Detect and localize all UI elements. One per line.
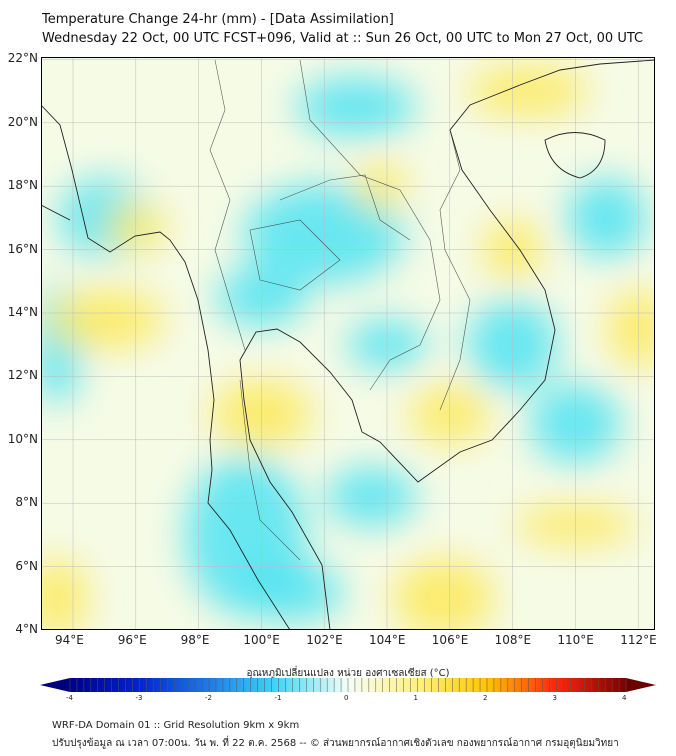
- temperature-anomaly-blob: [566, 177, 647, 258]
- colorbar-tick-label: -1: [274, 694, 282, 702]
- longitude-label: 108°E: [494, 633, 532, 647]
- latitude-label: 10°N: [7, 431, 38, 446]
- temperature-field: [41, 66, 655, 630]
- temperature-anomaly-blob: [393, 558, 494, 630]
- latitude-label: 6°N: [15, 558, 38, 573]
- longitude-label: 102°E: [306, 633, 343, 647]
- temperature-change-map: [41, 57, 655, 630]
- temperature-anomaly-blob: [468, 66, 589, 117]
- colorbar-tick-label: -2: [205, 694, 212, 702]
- colorbar-tick-label: -3: [135, 694, 143, 702]
- colorbar-label: อุณหภูมิเปลี่ยนแปลง หน่วย องศาเซลเซียส (…: [246, 668, 450, 679]
- map-frame: [41, 57, 655, 630]
- longitude-label: 104°E: [369, 633, 406, 647]
- colorbar-tick-label: 0: [344, 694, 349, 702]
- longitude-label: 100°E: [243, 633, 280, 647]
- colorbar-tick-label: 3: [552, 694, 557, 702]
- figure-subtitle: Wednesday 22 Oct, 00 UTC FCST+096, Valid…: [42, 31, 644, 46]
- longitude-label: 112°E: [620, 633, 657, 647]
- hainan-island: [544, 132, 606, 179]
- footer-credits: ปรับปรุงข้อมูล ณ เวลา 07:00น. วัน พ. ที่…: [52, 738, 619, 749]
- temperature-anomaly-blob: [41, 558, 88, 630]
- temperature-anomaly-blob: [242, 561, 343, 622]
- graticule: [41, 57, 655, 630]
- temperature-anomaly-blob: [326, 466, 417, 527]
- latitude-label: 22°N: [7, 51, 38, 66]
- latitude-label: 4°N: [15, 622, 38, 636]
- temperature-anomaly-blob: [608, 288, 655, 369]
- longitude-label: 94°E: [55, 633, 84, 647]
- colorbar-tick-label: 2: [483, 694, 488, 702]
- borders: [209, 59, 471, 561]
- latitude-label: 12°N: [7, 368, 38, 383]
- colorbar-tick-label: -4: [66, 694, 73, 702]
- latitude-label: 18°N: [7, 178, 38, 193]
- colorbar-tick-label: 4: [622, 694, 627, 702]
- temperature-anomaly-blob: [295, 76, 416, 137]
- longitude-label: 98°E: [180, 633, 210, 647]
- temperature-anomaly-blob: [44, 289, 165, 350]
- figure-title: Temperature Change 24-hr (mm) - [Data As…: [42, 12, 394, 27]
- longitude-label: 96°E: [117, 633, 147, 647]
- colorbar: [40, 678, 656, 692]
- latitude-label: 20°N: [7, 114, 38, 129]
- colorbar-tick-label: 1: [413, 694, 418, 702]
- longitude-label: 110°E: [557, 633, 594, 647]
- footer-domain-info: WRF-DA Domain 01 :: Grid Resolution 9km …: [52, 720, 300, 731]
- latitude-label: 14°N: [7, 305, 38, 319]
- longitude-label: 106°E: [431, 633, 469, 647]
- latitude-label: 8°N: [15, 495, 38, 510]
- latitude-label: 16°N: [7, 241, 38, 256]
- coastlines: [41, 59, 655, 630]
